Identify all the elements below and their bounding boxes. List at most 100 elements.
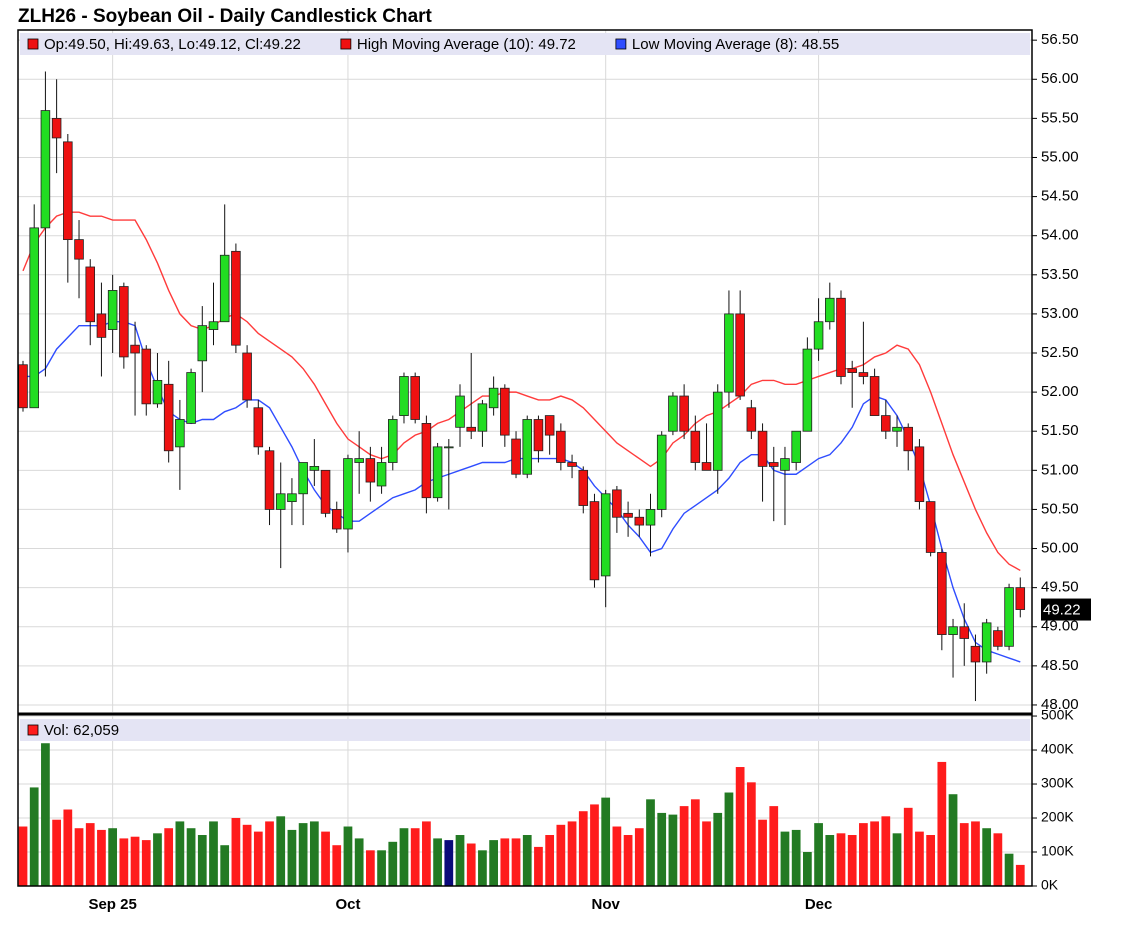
volume-bar bbox=[175, 821, 185, 886]
volume-bar bbox=[825, 835, 835, 886]
volume-bar bbox=[881, 816, 891, 886]
volume-bar bbox=[242, 824, 252, 886]
candle-body bbox=[757, 430, 768, 467]
volume-bar bbox=[803, 852, 812, 886]
volume-bar bbox=[197, 835, 207, 886]
y-tick-label: 49.00 bbox=[1041, 618, 1079, 635]
volume-bar bbox=[410, 828, 420, 886]
volume-bar bbox=[1004, 853, 1014, 886]
volume-bar bbox=[265, 821, 274, 886]
y-tick-label: 56.00 bbox=[1041, 70, 1079, 87]
volume-bar bbox=[365, 850, 375, 886]
candle-body bbox=[208, 321, 219, 330]
candle-body bbox=[152, 379, 163, 405]
volume-bar bbox=[993, 833, 1003, 886]
candle-body bbox=[388, 419, 398, 463]
candle-body bbox=[96, 313, 107, 338]
volume-bar bbox=[108, 828, 118, 886]
candle-body bbox=[668, 395, 678, 432]
candle-body bbox=[836, 297, 846, 377]
volume-bar bbox=[97, 829, 106, 886]
candle-body bbox=[354, 458, 364, 463]
candle-body bbox=[130, 344, 140, 354]
y-tick-label: 54.00 bbox=[1041, 227, 1079, 244]
volume-bar bbox=[220, 845, 230, 886]
volume-bar bbox=[130, 836, 140, 886]
volume-bar bbox=[141, 840, 151, 886]
volume-bar bbox=[119, 838, 129, 886]
volume-bar bbox=[702, 821, 711, 886]
candle-body bbox=[623, 512, 633, 518]
volume-bar bbox=[780, 831, 790, 886]
candle-body bbox=[119, 286, 129, 358]
candle-body bbox=[331, 509, 342, 530]
volume-bar bbox=[567, 821, 577, 886]
volume-bar bbox=[982, 828, 992, 886]
volume-bar bbox=[1015, 864, 1025, 886]
volume-bar bbox=[959, 823, 969, 886]
legend-label: Low Moving Average (8): 48.55 bbox=[632, 36, 839, 53]
legend-label: High Moving Average (10): 49.72 bbox=[357, 36, 576, 53]
frame bbox=[17, 29, 1033, 887]
volume-bar bbox=[209, 821, 218, 886]
candle-body bbox=[63, 141, 73, 241]
candle-body bbox=[701, 462, 712, 471]
volume-bar bbox=[466, 843, 476, 886]
volume-bar bbox=[309, 821, 319, 886]
volume-legend-band bbox=[20, 719, 1030, 741]
moving-average-line bbox=[22, 211, 1021, 572]
candle-body bbox=[343, 458, 353, 530]
volume-bar bbox=[388, 841, 398, 886]
legend-swatch bbox=[340, 38, 352, 50]
candle-body bbox=[264, 450, 275, 510]
candle-body bbox=[477, 403, 488, 432]
volume-bar bbox=[926, 835, 936, 886]
volume-bar bbox=[903, 807, 913, 886]
volume-bar bbox=[758, 819, 767, 886]
candle-body bbox=[18, 364, 28, 409]
candle-body bbox=[444, 446, 454, 449]
volume-bar bbox=[444, 840, 454, 886]
volume-bar bbox=[433, 838, 442, 886]
volume-bar bbox=[253, 831, 263, 886]
candle-body bbox=[656, 434, 667, 510]
volume-bar bbox=[746, 782, 756, 886]
x-tick-label: Sep 25 bbox=[88, 896, 136, 913]
axes: 48.00 48.50 49.00 49.50 50.00 50.50 51.00 51.50… bbox=[88, 31, 1091, 913]
candle-body bbox=[320, 469, 331, 514]
candle-body bbox=[455, 395, 465, 428]
candle-body bbox=[746, 407, 757, 432]
y-tick-label: 50.50 bbox=[1041, 500, 1079, 517]
y-tick-label: 48.50 bbox=[1041, 657, 1079, 674]
volume-bar bbox=[85, 823, 95, 886]
candle-body bbox=[51, 117, 62, 139]
candle-body bbox=[690, 430, 701, 463]
candle-body bbox=[578, 469, 589, 506]
volume-bar bbox=[870, 821, 879, 886]
candle-body bbox=[197, 325, 208, 362]
volume-bar bbox=[847, 835, 857, 886]
x-tick-label: Dec bbox=[805, 896, 833, 913]
candle-body bbox=[29, 227, 39, 409]
candle-body bbox=[298, 462, 308, 495]
volume-bar bbox=[623, 835, 633, 886]
y-tick-label: 100K bbox=[1041, 843, 1074, 859]
candle-body bbox=[287, 493, 297, 503]
y-tick-label: 54.50 bbox=[1041, 188, 1079, 205]
volume-bar bbox=[343, 826, 353, 886]
x-tick-label: Oct bbox=[335, 896, 360, 913]
volume-bar bbox=[52, 819, 61, 886]
y-tick-label: 52.00 bbox=[1041, 383, 1079, 400]
candle-body bbox=[791, 430, 801, 463]
volume-bar bbox=[332, 845, 342, 886]
candle-body bbox=[825, 297, 835, 323]
candle-body bbox=[724, 313, 734, 393]
legend: Op:49.50, Hi:49.63, Lo:49.12, Cl:49.22 Hi… bbox=[27, 36, 839, 739]
candle-body bbox=[925, 501, 936, 553]
volume-bar bbox=[646, 799, 655, 886]
candle-body bbox=[432, 446, 443, 499]
volume-bar bbox=[399, 828, 409, 886]
candle-body bbox=[399, 376, 409, 416]
y-tick-label: 52.50 bbox=[1041, 344, 1079, 361]
